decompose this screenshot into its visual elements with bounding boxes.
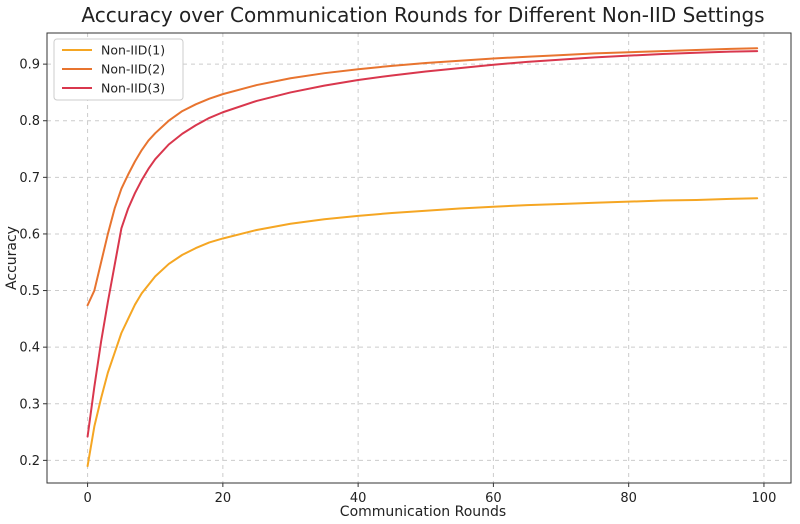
x-tick-label: 60 xyxy=(485,491,502,506)
x-tick-label: 0 xyxy=(83,491,91,506)
series-line-non-iid-2 xyxy=(86,47,759,307)
x-axis-label: Communication Rounds xyxy=(340,504,506,520)
y-tick-label: 0.5 xyxy=(19,284,40,299)
y-tick-label: 0.3 xyxy=(19,397,40,412)
y-tick-label: 0.6 xyxy=(19,227,40,242)
x-tick-label: 100 xyxy=(752,491,777,506)
chart-title: Accuracy over Communication Rounds for D… xyxy=(81,3,764,27)
y-tick-label: 0.7 xyxy=(19,171,40,186)
legend-label-non-iid-2: Non-IID(2) xyxy=(101,62,165,77)
x-axis-ticks: 0 20 40 60 80 100 xyxy=(83,483,776,506)
x-tick-label: 20 xyxy=(215,491,232,506)
legend-label-non-iid-3: Non-IID(3) xyxy=(101,81,165,96)
y-axis-label: Accuracy xyxy=(4,226,20,290)
series-lines xyxy=(86,47,759,468)
x-tick-label: 40 xyxy=(350,491,367,506)
y-tick-label: 0.8 xyxy=(19,114,40,129)
y-axis-ticks: 0.2 0.3 0.4 0.5 0.6 0.7 0.8 0.9 xyxy=(19,58,47,469)
legend-label-non-iid-1: Non-IID(1) xyxy=(101,43,165,58)
plot-frame xyxy=(46,32,792,484)
grid xyxy=(47,33,791,483)
series-line-non-iid-3 xyxy=(86,50,759,438)
y-tick-label: 0.2 xyxy=(19,454,40,469)
legend-frame xyxy=(53,38,184,101)
series-line-non-iid-1 xyxy=(86,197,759,468)
y-tick-label: 0.9 xyxy=(19,58,40,73)
y-tick-label: 0.4 xyxy=(19,341,40,356)
x-tick-label: 80 xyxy=(620,491,637,506)
legend: Non-IID(1) Non-IID(2) Non-IID(3) xyxy=(53,38,184,101)
